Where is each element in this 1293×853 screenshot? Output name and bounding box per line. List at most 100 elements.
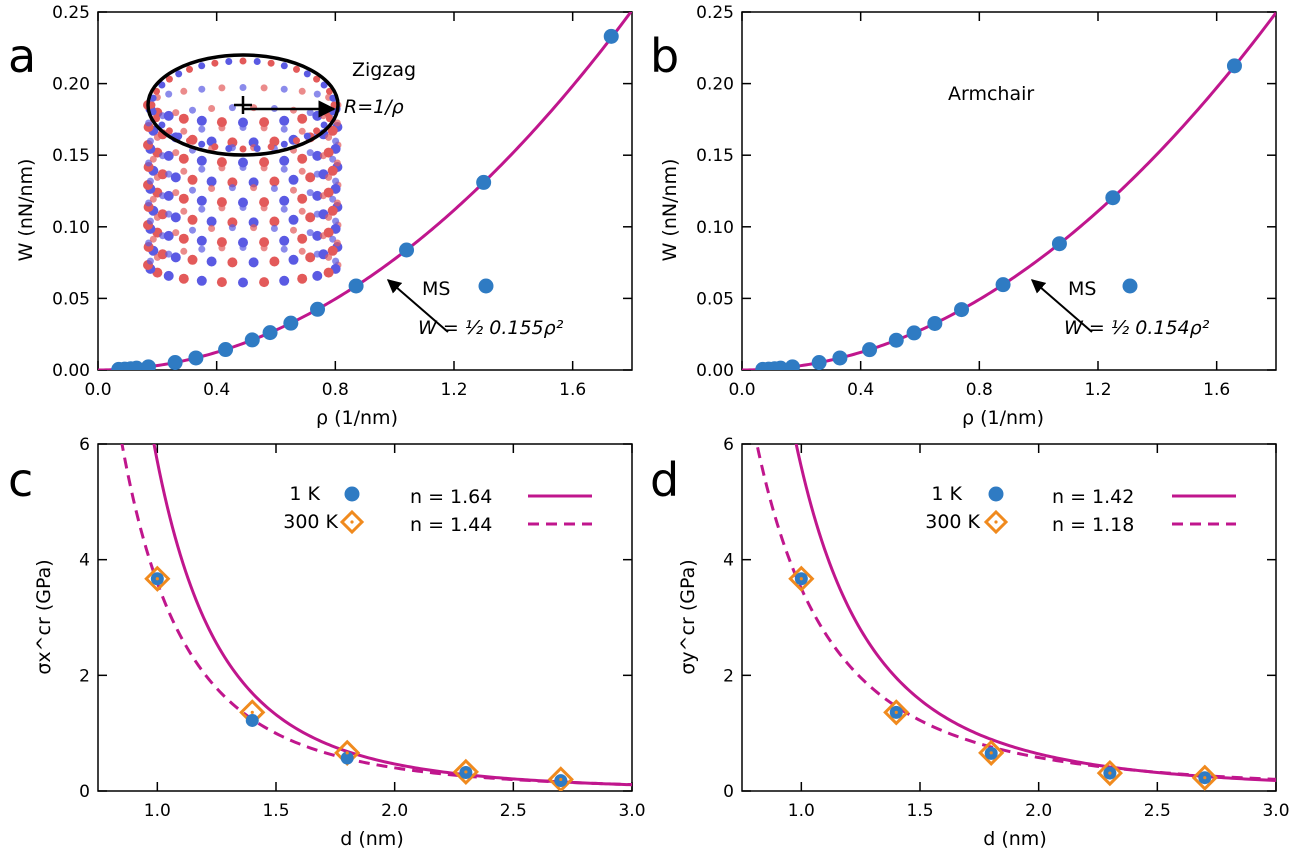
nanotube-atom [298, 167, 306, 175]
nanotube-atom [170, 212, 181, 223]
nanotube-atom [280, 85, 288, 93]
y-tick-label: 4 [723, 551, 734, 571]
nanotube-atom [208, 185, 216, 192]
plot-area-d: 1.0 1.5 2.0 2.5 3.0 0 2 4 6 [723, 435, 1289, 821]
nanotube-atom [208, 225, 216, 232]
data-point-300k-center [1203, 776, 1207, 780]
fit-curve-dashed [755, 444, 1276, 781]
fit-curve-solid [794, 444, 1276, 783]
data-point-ms [832, 350, 848, 366]
nanotube-atom [163, 110, 174, 121]
data-point-ms [603, 28, 619, 44]
data-point-ms [1051, 236, 1067, 252]
nanotube-atom [325, 133, 333, 141]
nanotube-atom [196, 115, 207, 126]
nanotube-atom [159, 152, 167, 160]
nanotube-atom [227, 217, 238, 228]
nanotube-atom [186, 137, 193, 145]
nanotube-atom [218, 204, 226, 212]
axes-frame [741, 443, 1277, 792]
nanotube-atom [319, 112, 327, 120]
nanotube-atom [293, 137, 300, 145]
nanotube-atom [211, 143, 219, 151]
x-tick-label: 0.4 [847, 380, 874, 400]
nanotube-atom [178, 273, 189, 284]
nanotube-atom [290, 226, 297, 234]
panel-label-a: a [8, 29, 36, 83]
x-tick-label: 0.8 [322, 380, 349, 400]
data-point-1k [340, 751, 354, 765]
nanotube-atom [239, 84, 247, 91]
nanotube-atom [153, 133, 161, 141]
data-point-1k [245, 713, 259, 727]
x-tick-label: 2.0 [381, 801, 408, 821]
x-tick-label: 2.5 [500, 801, 527, 821]
legend-marker-ms [478, 278, 494, 294]
nanotube-atom [306, 229, 314, 237]
nanotube-atom [148, 101, 156, 109]
nanotube-atom [178, 193, 189, 204]
nanotube-atom [260, 84, 268, 92]
nanotube-atom [259, 197, 270, 208]
nanotube-atom [313, 90, 321, 98]
data-point-ms [927, 315, 943, 331]
data-point-300k [788, 565, 815, 592]
axes-frame [97, 11, 633, 371]
nanotube-atom [267, 59, 275, 67]
nanotube-atom [216, 277, 227, 288]
nanotube-atom [172, 229, 180, 237]
nanotube-atom [332, 217, 340, 225]
y-axis-label-c: σx^cr (GPa) [33, 559, 55, 674]
y-tick-label: 0 [79, 782, 90, 802]
nanotube-atom [239, 204, 247, 211]
nanotube-atom [198, 140, 206, 148]
data-point-ms [244, 332, 260, 348]
legend-label-n2-d: n = 1.18 [1052, 514, 1134, 536]
nanotube-atom [189, 106, 196, 114]
data-point-300k [1191, 764, 1218, 791]
nanotube-atom [149, 155, 157, 163]
nanotube-atom [329, 155, 337, 163]
y-tick-label: 6 [723, 435, 734, 455]
nanotube-atom [259, 237, 270, 248]
y-tick-label: 0.15 [52, 146, 90, 166]
y-tick-label: 0 [723, 782, 734, 802]
panel-b: b 0.0 0.4 0.8 1.2 1.6 0.00 0.05 0.10 0.15 0.20 0.2… [650, 3, 1277, 429]
x-tick-label: 1.6 [1203, 380, 1230, 400]
nanotube-atom [206, 256, 217, 267]
nanotube-atom [248, 137, 259, 148]
nanotube-atom [198, 62, 206, 70]
nanotube-atom [305, 252, 316, 263]
nanotube-atom [165, 210, 173, 218]
nanotube-atom [239, 57, 247, 65]
nanotube-atom [298, 127, 306, 135]
nanotube-atom [325, 253, 333, 261]
nanotube-atom [196, 275, 207, 286]
nanotube-atom [163, 190, 174, 201]
nanotube-atom [178, 113, 189, 124]
y-tick-label: 0.20 [52, 75, 90, 95]
nanotube-atom [165, 170, 173, 178]
nanotube-atom [146, 217, 154, 225]
nanotube-atom [297, 233, 308, 244]
nanotube-atom [196, 195, 207, 206]
legend-marker-300k [983, 509, 1009, 535]
nanotube-atom [145, 199, 153, 207]
nanotube-atom [163, 230, 174, 241]
nanotube-atom [227, 137, 238, 148]
nanotube-atom [320, 81, 328, 89]
nanotube-atom [325, 213, 333, 221]
nanotube-atom [172, 109, 180, 117]
annotation-armchair: Armchair [948, 83, 1034, 105]
nanotube-atom [319, 232, 327, 240]
nanotube-atom [279, 195, 290, 206]
nanotube-atom [153, 87, 160, 95]
x-axis-label-c: d (nm) [340, 828, 403, 850]
x-axis-label-b: ρ (1/nm) [962, 407, 1044, 429]
nanotube-atom [270, 225, 278, 232]
nanotube-atom [248, 217, 259, 228]
nanotube-atom [329, 195, 337, 203]
data-point-300k-center [250, 710, 254, 714]
nanotube-atom [267, 143, 275, 151]
legend-label-ms-a: MS [422, 278, 450, 300]
